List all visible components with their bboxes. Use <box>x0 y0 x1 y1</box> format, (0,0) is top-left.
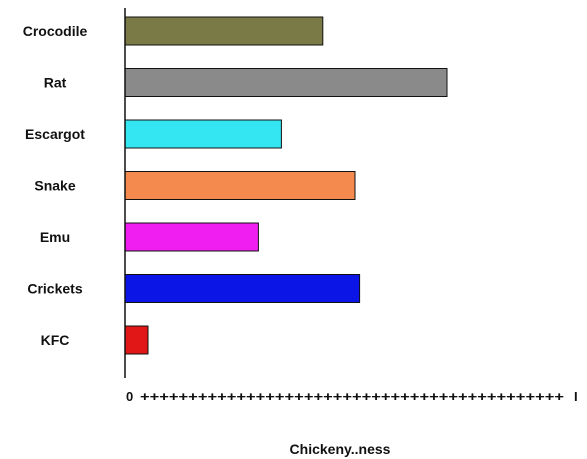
category-labels: Crocodile Rat Escargot Snake Emu Crickets KFC <box>23 23 88 348</box>
category-label-crickets: Crickets <box>27 281 82 297</box>
bar-kfc <box>124 325 149 355</box>
bar-escargot <box>124 119 282 149</box>
x-axis-label: Chickeny..ness <box>290 441 391 457</box>
x-axis-end-label: I <box>574 389 578 404</box>
category-label-kfc: KFC <box>41 332 70 348</box>
category-label-crocodile: Crocodile <box>23 23 88 39</box>
bar-crickets <box>124 274 361 303</box>
category-label-snake: Snake <box>34 178 75 194</box>
category-label-escargot: Escargot <box>25 126 85 142</box>
category-label-rat: Rat <box>44 75 67 91</box>
bar-crocodile <box>124 16 324 46</box>
bar-rat <box>124 68 448 97</box>
bars-group <box>124 16 448 355</box>
x-axis-tick-marks: ++++++++++++++++++++++++++++++++++++++++… <box>140 389 565 404</box>
category-label-emu: Emu <box>40 229 70 245</box>
bar-snake <box>124 171 356 200</box>
bar-emu <box>124 222 259 252</box>
x-axis-start-label: 0 <box>126 389 133 404</box>
